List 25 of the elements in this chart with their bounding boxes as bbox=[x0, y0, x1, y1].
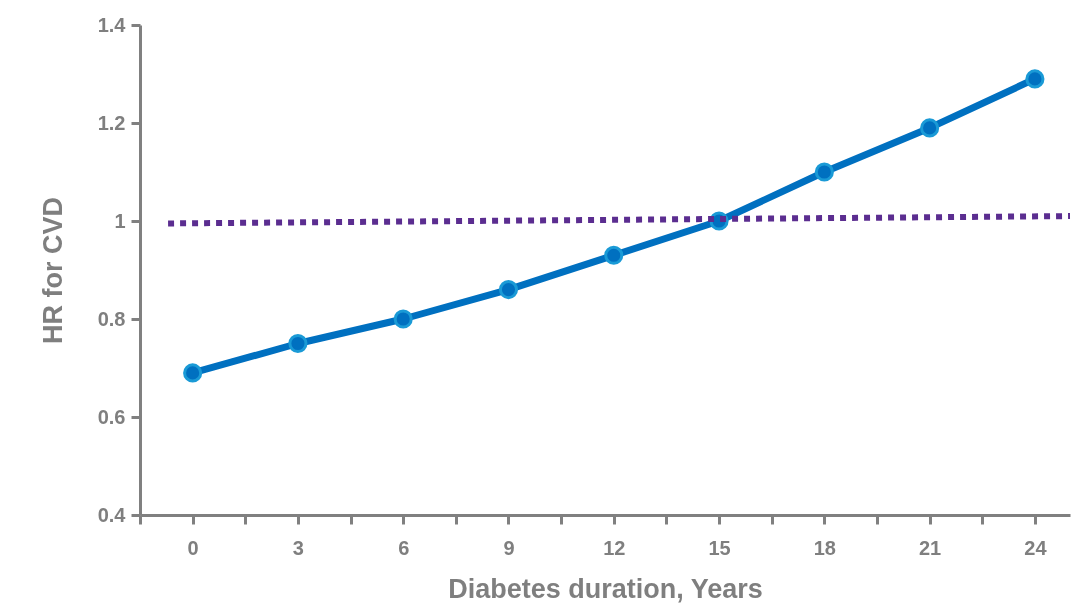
y-tick-label: 1.2 bbox=[97, 111, 126, 134]
x-tick-label: 6 bbox=[398, 536, 410, 559]
x-tick-label: 3 bbox=[292, 536, 304, 559]
x-tick-label: 12 bbox=[603, 536, 626, 559]
point bbox=[393, 309, 413, 329]
point bbox=[1025, 69, 1045, 89]
point bbox=[498, 280, 519, 300]
x-tick-label: 21 bbox=[919, 536, 942, 559]
x-tick-label: 24 bbox=[1024, 536, 1048, 559]
y-axis-title: HR for CVD bbox=[37, 197, 68, 344]
y-tick-label: 0.8 bbox=[97, 307, 126, 330]
y-tick-label: 0.4 bbox=[97, 503, 127, 526]
point bbox=[288, 333, 308, 354]
y-tick-label: 1.4 bbox=[97, 13, 127, 36]
point bbox=[814, 162, 834, 182]
y-tick-label: 0.6 bbox=[97, 405, 126, 428]
x-tick-label: 18 bbox=[813, 536, 836, 559]
x-axis-title: Diabetes duration, Years bbox=[448, 573, 763, 604]
y-tick-label: 1 bbox=[114, 209, 126, 232]
x-tick-label: 15 bbox=[708, 536, 731, 559]
point bbox=[604, 245, 624, 265]
x-tick-label: 0 bbox=[187, 536, 199, 559]
point bbox=[183, 363, 203, 383]
x-tick-label: 9 bbox=[503, 536, 515, 559]
point bbox=[920, 118, 940, 138]
